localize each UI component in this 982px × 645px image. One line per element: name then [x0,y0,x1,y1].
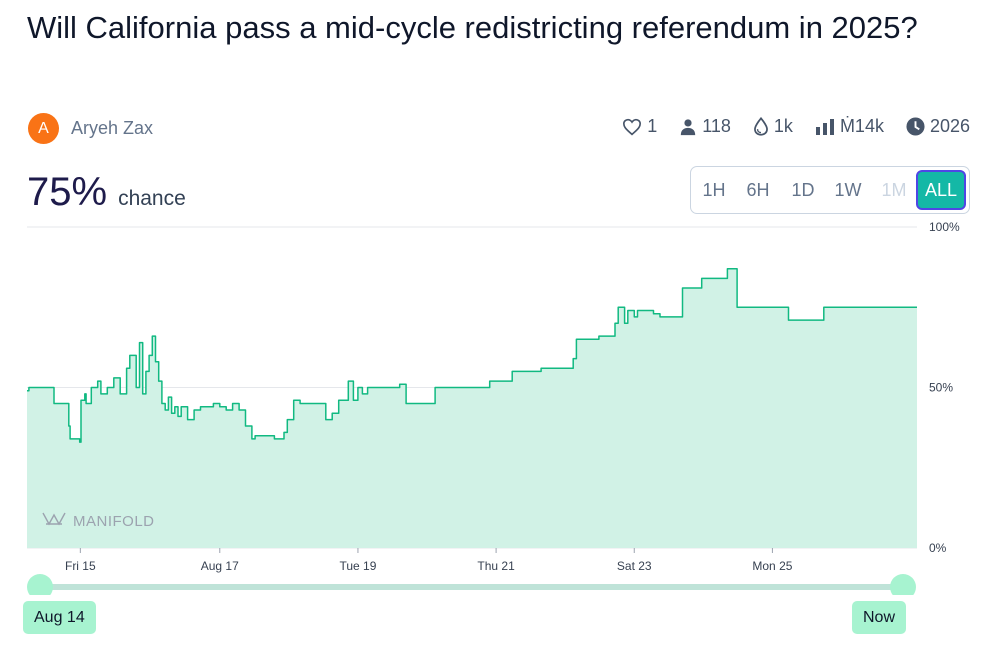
x-tick-label: Aug 17 [201,559,239,573]
probability-area [27,268,917,548]
author-name[interactable]: Aryeh Zax [71,118,154,138]
slider-end-label: Now [852,601,907,634]
close-date-stat: 2026 [906,116,970,137]
slider-handle-start[interactable] [27,574,53,595]
avatar[interactable]: A [28,113,59,144]
x-tick-label: Mon 25 [752,559,792,573]
slider-track[interactable] [40,584,903,590]
traders-count: 118 [702,116,731,136]
slider-start-label: Aug 14 [23,601,96,634]
market-stats: 1 118 1k Ṁ14k 2026 [622,116,970,137]
y-tick-label: 50% [929,381,953,395]
range-1h-button[interactable]: 1H [702,179,726,200]
x-axis: Fri 15 Aug 17 Tue 19 Thu 21 Sat 23 Mon 25 [65,548,793,573]
close-year: 2026 [929,116,970,136]
probability-label: chance [118,187,186,210]
time-range-selector: 1H 6H 1D 1W 1M ALL [690,166,970,214]
x-tick-label: Tue 19 [339,559,376,573]
x-tick-label: Sat 23 [617,559,652,573]
watermark: MANIFOLD [42,512,155,530]
range-all-button[interactable]: ALL [916,170,966,210]
droplet-icon [753,117,769,136]
y-axis: 100% 50% 0% [929,220,960,555]
likes-stat[interactable]: 1 [622,116,657,137]
probability-chart[interactable]: MANIFOLD 100% 50% 0% Fri 15 Aug 17 Tue 19 Thu… [0,215,982,595]
manifold-logo-icon [42,512,66,526]
probability-value: 75% [27,170,108,214]
probability-line [27,267,917,443]
liquidity-stat: 1k [753,116,793,137]
watermark-text: MANIFOLD [73,513,155,530]
slider-handle-end[interactable] [890,574,916,595]
probability-display: 75% chance [27,170,186,215]
range-1m-button: 1M [881,179,907,200]
x-tick-label: Fri 15 [65,559,96,573]
likes-count: 1 [647,116,658,136]
volume-stat: Ṁ14k [815,116,884,137]
heart-icon [622,118,642,136]
y-tick-label: 0% [929,541,947,555]
liquidity-amount: 1k [773,116,793,136]
y-tick-label: 100% [929,220,960,234]
range-1w-button[interactable]: 1W [834,179,862,200]
clock-icon [906,117,925,136]
market-title: Will California pass a mid-cycle redistr… [27,10,918,45]
traders-stat: 118 [679,116,731,137]
author[interactable]: A Aryeh Zax [28,113,153,144]
range-6h-button[interactable]: 6H [746,179,770,200]
bar-chart-icon [815,118,835,135]
x-tick-label: Thu 21 [477,559,515,573]
time-slider[interactable] [27,574,916,595]
volume-amount: Ṁ14k [839,116,884,136]
person-icon [679,118,697,136]
range-1d-button[interactable]: 1D [791,179,815,200]
